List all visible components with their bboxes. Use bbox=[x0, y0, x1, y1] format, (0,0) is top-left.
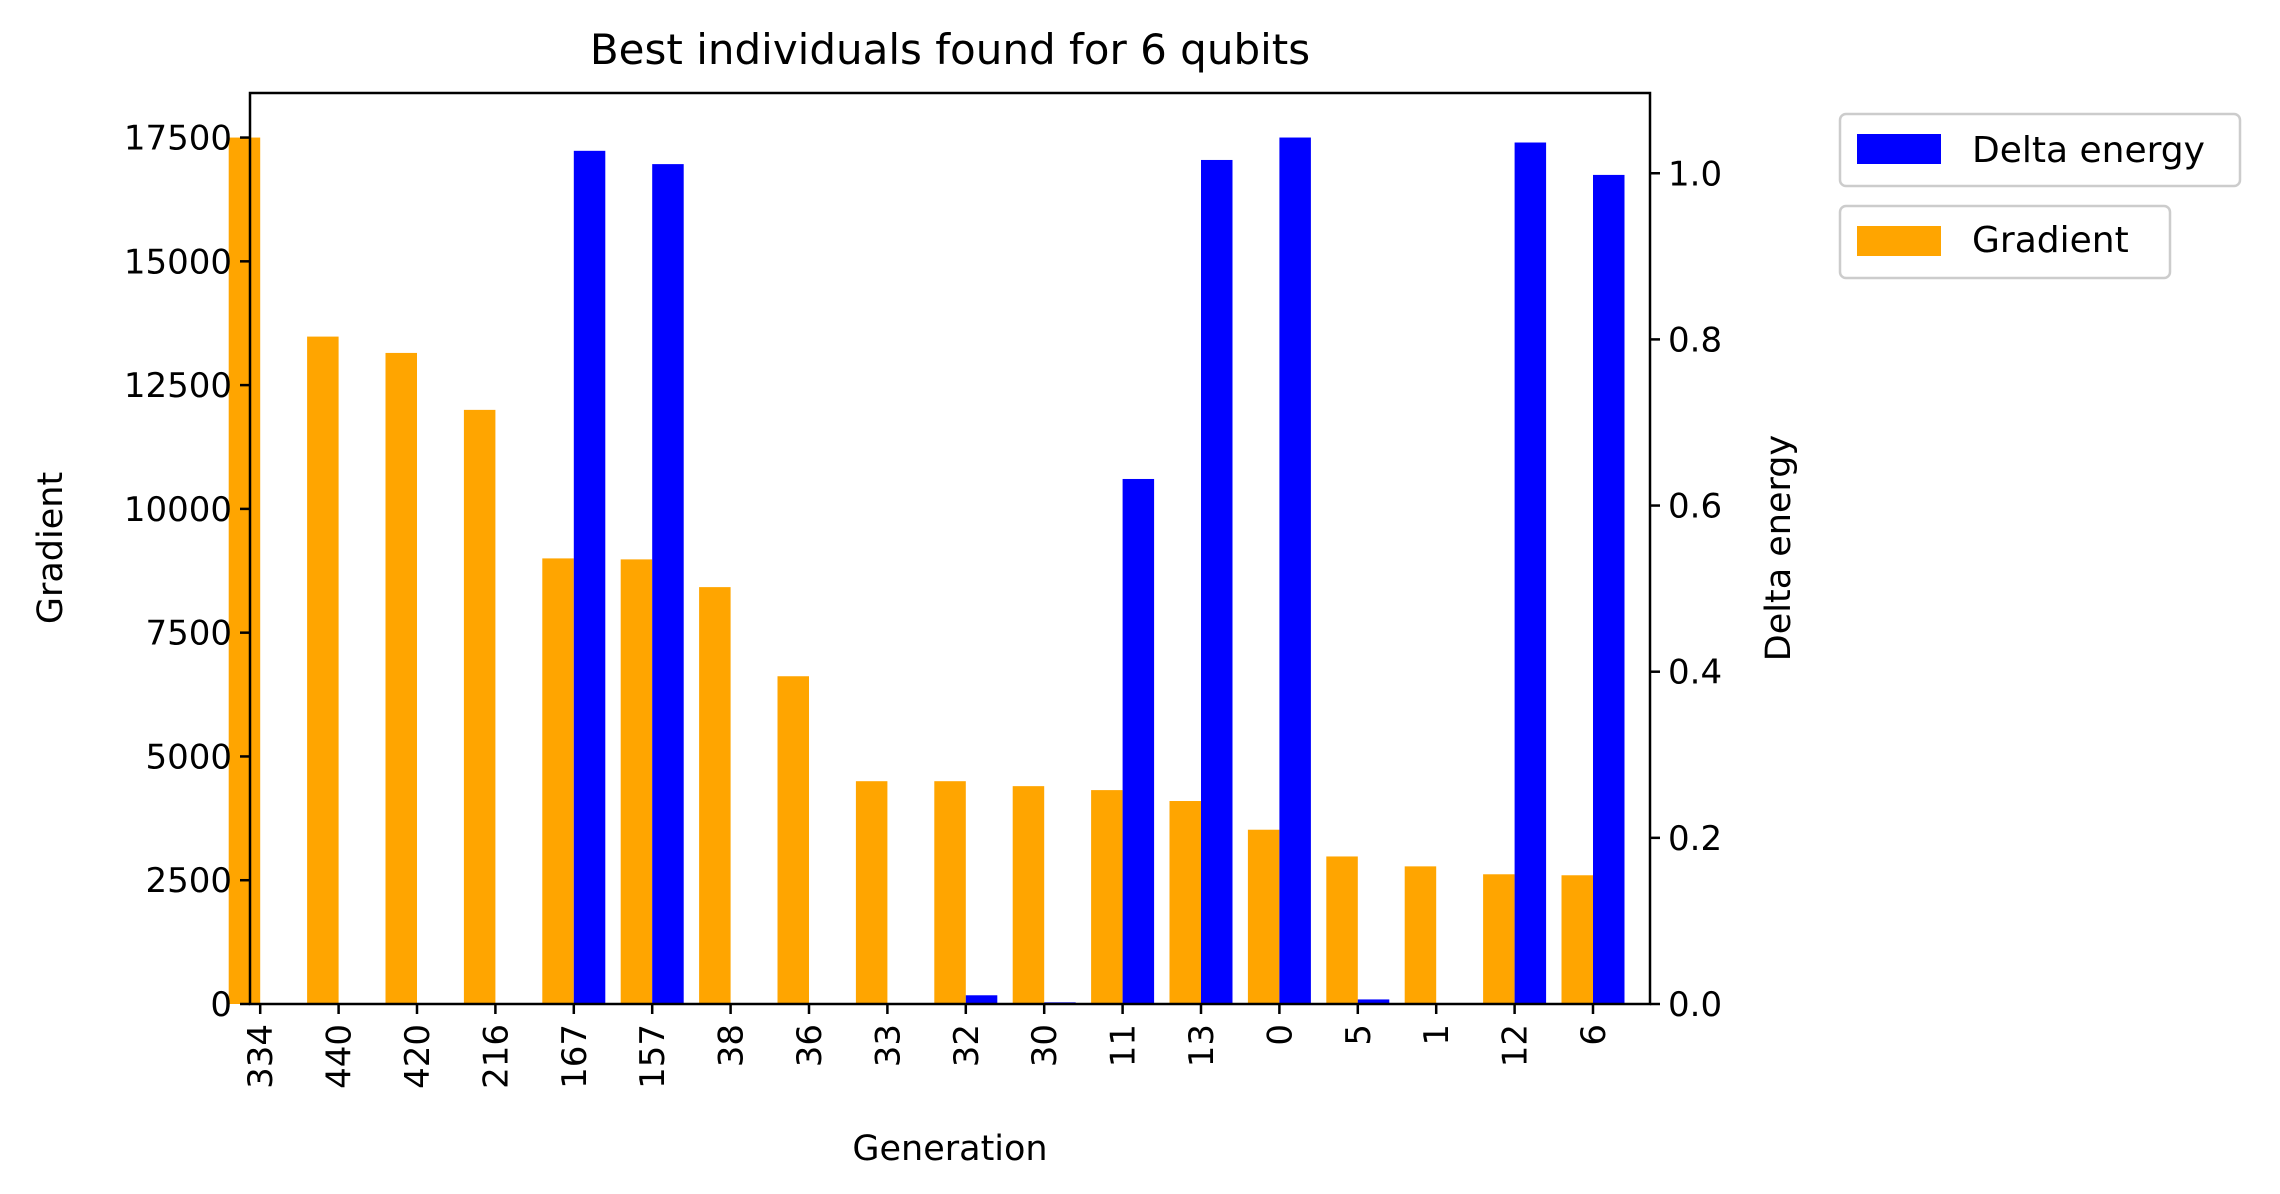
delta-energy-bar bbox=[1357, 999, 1390, 1004]
left-y-tick-label: 10000 bbox=[124, 490, 232, 530]
x-tick-label: 5 bbox=[1339, 1024, 1379, 1046]
gradient-bar bbox=[1247, 829, 1280, 1004]
gradient-bar bbox=[1404, 866, 1437, 1004]
legend-label-delta-energy: Delta energy bbox=[1972, 130, 2205, 171]
x-tick-label: 334 bbox=[241, 1024, 281, 1089]
gradient-bar bbox=[934, 781, 966, 1004]
delta-energy-bar bbox=[1122, 478, 1155, 1005]
legend-item-delta-energy: Delta energy bbox=[1838, 112, 2242, 188]
x-tick-label: 13 bbox=[1182, 1024, 1222, 1067]
gradient-bar bbox=[620, 559, 653, 1004]
left-y-axis-label: Gradient bbox=[31, 472, 71, 624]
left-y-tick-label: 5000 bbox=[145, 737, 232, 777]
gradient-bar bbox=[1483, 874, 1515, 1004]
legend-box bbox=[1838, 112, 2242, 188]
gradient-bar bbox=[855, 781, 888, 1004]
gradient-bar bbox=[463, 409, 496, 1004]
x-tick-label: 1 bbox=[1417, 1024, 1457, 1046]
delta-energy-bar bbox=[1201, 159, 1233, 1004]
x-tick-label: 157 bbox=[633, 1024, 673, 1089]
right-y-axis-label: Delta energy bbox=[1759, 435, 1799, 661]
delta-energy-bar bbox=[652, 164, 684, 1005]
x-tick-label: 216 bbox=[476, 1024, 516, 1089]
x-tick-label: 440 bbox=[320, 1024, 360, 1089]
gradient-bar bbox=[542, 558, 574, 1004]
gradient-bar bbox=[385, 352, 417, 1004]
x-axis-label: Generation bbox=[852, 1129, 1047, 1169]
gradient-bar bbox=[228, 137, 261, 1004]
delta-energy-bar bbox=[1279, 137, 1311, 1004]
gradient-bar bbox=[1091, 790, 1123, 1004]
delta-energy-bar bbox=[1514, 142, 1547, 1004]
x-tick-label: 167 bbox=[555, 1024, 595, 1089]
chart-title: Best individuals found for 6 qubits bbox=[590, 25, 1310, 74]
left-y-tick-label: 2500 bbox=[145, 861, 232, 901]
gradient-bars bbox=[228, 137, 1593, 1005]
left-y-tick-label: 0 bbox=[210, 985, 232, 1025]
legend-swatch-delta-energy bbox=[1857, 134, 1941, 164]
delta-energy-bar bbox=[1593, 174, 1625, 1004]
x-tick-label: 6 bbox=[1574, 1024, 1614, 1046]
right-y-tick-label: 0.4 bbox=[1668, 653, 1722, 693]
legend-box bbox=[1838, 204, 2172, 280]
x-tick-label: 36 bbox=[790, 1024, 830, 1067]
gradient-bar bbox=[777, 676, 809, 1004]
x-tick-label: 32 bbox=[947, 1024, 987, 1067]
x-tick-label: 0 bbox=[1260, 1024, 1300, 1046]
gradient-bar bbox=[1561, 875, 1593, 1004]
delta-energy-bar bbox=[573, 150, 606, 1004]
right-y-tick-label: 0.6 bbox=[1668, 487, 1722, 527]
left-y-tick-label: 12500 bbox=[124, 366, 232, 406]
delta-energy-bars bbox=[573, 137, 1625, 1005]
plot-frame bbox=[248, 91, 1652, 1006]
right-y-axis: 0.0 0.2 0.4 0.6 0.8 1.0 bbox=[1650, 154, 1722, 1025]
gradient-bar bbox=[1012, 786, 1045, 1004]
gradient-bar bbox=[1169, 801, 1201, 1004]
gradient-bar bbox=[699, 587, 731, 1004]
left-y-axis: 0 2500 5000 7500 10000 12500 15000 17500 bbox=[124, 119, 250, 1025]
right-y-tick-label: 0.8 bbox=[1668, 320, 1722, 360]
x-tick-label: 11 bbox=[1104, 1024, 1144, 1067]
right-y-tick-label: 0.2 bbox=[1668, 819, 1722, 859]
left-y-tick-label: 17500 bbox=[124, 119, 232, 159]
x-tick-label: 30 bbox=[1025, 1024, 1065, 1067]
gradient-bar bbox=[307, 336, 339, 1005]
x-axis: 334 440 420 216 167 157 38 36 33 32 30 11 13 0 5 1 12 6 bbox=[241, 1004, 1614, 1089]
x-tick-label: 12 bbox=[1496, 1024, 1536, 1067]
x-tick-label: 420 bbox=[398, 1024, 438, 1089]
legend-item-gradient: Gradient bbox=[1838, 204, 2172, 280]
x-tick-label: 38 bbox=[712, 1024, 752, 1067]
gradient-bar bbox=[1326, 856, 1358, 1004]
left-y-tick-label: 7500 bbox=[145, 614, 232, 654]
right-y-tick-label: 1.0 bbox=[1668, 154, 1722, 194]
right-y-tick-label: 0.0 bbox=[1668, 985, 1722, 1025]
delta-energy-bar bbox=[965, 995, 998, 1004]
legend-label-gradient: Gradient bbox=[1972, 220, 2129, 261]
legend: Delta energy Gradient bbox=[1838, 112, 2242, 280]
left-y-tick-label: 15000 bbox=[124, 242, 232, 282]
legend-swatch-gradient bbox=[1857, 226, 1941, 256]
x-tick-label: 33 bbox=[868, 1024, 908, 1067]
